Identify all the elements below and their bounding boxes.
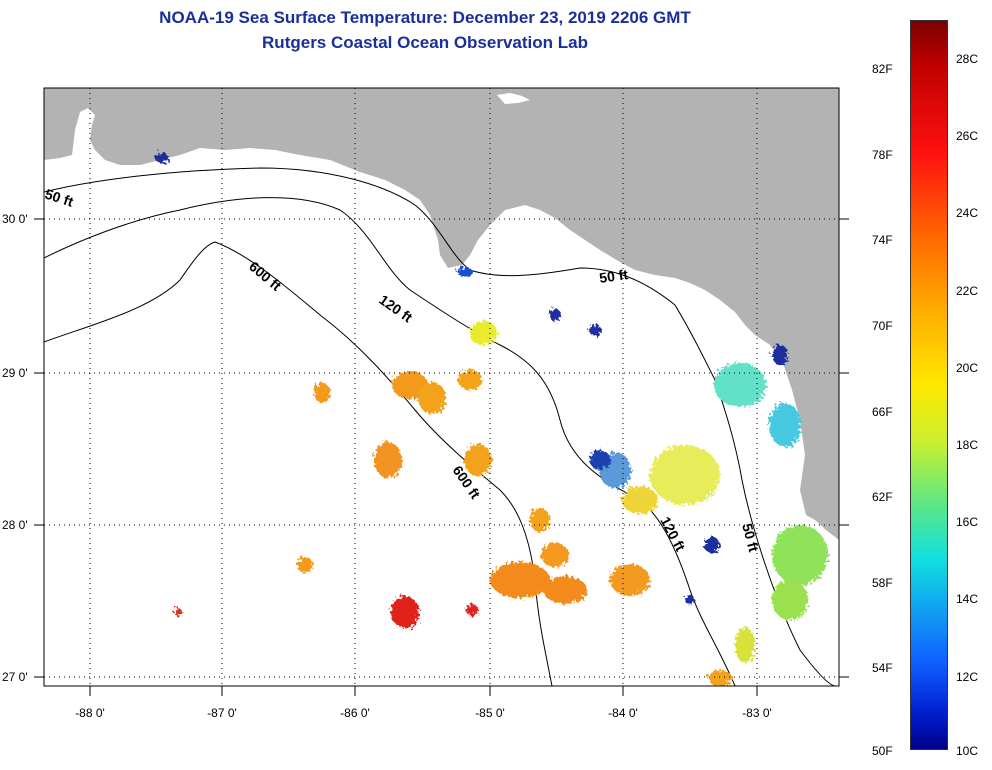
lon-label-85: -85 0' [475, 706, 505, 720]
lon-label-83: -83 0' [742, 706, 772, 720]
lon-label-88: -88 0' [75, 706, 105, 720]
lat-label-27: 27 0' [2, 670, 28, 684]
colorbar-c-14: 14C [956, 592, 979, 606]
colorbar-f-82: 82F [872, 62, 893, 76]
contour-120ft [44, 197, 736, 686]
lat-label-30: 30 0' [2, 212, 28, 226]
land-area [44, 88, 839, 540]
lake [497, 93, 530, 104]
colorbar-c-16: 16C [956, 515, 979, 529]
temperature-colorbar [910, 20, 948, 750]
colorbar-f-50: 50F [872, 744, 893, 758]
colorbar-c-12: 12C [956, 670, 979, 684]
map-subtitle: Rutgers Coastal Ocean Observation Lab [262, 33, 588, 52]
lat-label-28: 28 0' [2, 518, 28, 532]
colorbar-c-26: 26C [956, 129, 979, 143]
contour-50ft [44, 167, 836, 686]
contour-label-50ft-east: 50 ft [598, 266, 629, 286]
map-title: NOAA-19 Sea Surface Temperature: Decembe… [159, 8, 691, 27]
colorbar-c-18: 18C [956, 438, 979, 452]
colorbar-f-74: 74F [872, 233, 893, 247]
lon-label-84: -84 0' [608, 706, 638, 720]
lon-label-87: -87 0' [207, 706, 237, 720]
colorbar-f-66: 66F [872, 405, 893, 419]
colorbar-c-24: 24C [956, 206, 979, 220]
colorbar-c-28: 28C [956, 52, 979, 66]
lon-label-86: -86 0' [340, 706, 370, 720]
colorbar-c-10: 10C [956, 744, 979, 758]
colorbar-c-20: 20C [956, 361, 979, 375]
lat-label-29: 29 0' [2, 366, 28, 380]
colorbar-f-78: 78F [872, 148, 893, 162]
colorbar-f-62: 62F [872, 490, 893, 504]
colorbar-f-54: 54F [872, 661, 893, 675]
contour-label-50ft-south: 50 ft [739, 522, 762, 554]
colorbar-f-70: 70F [872, 319, 893, 333]
axis-ticks [34, 218, 849, 696]
colorbar-c-22: 22C [956, 284, 979, 298]
map-frame [43, 87, 840, 687]
colorbar-f-58: 58F [872, 576, 893, 590]
